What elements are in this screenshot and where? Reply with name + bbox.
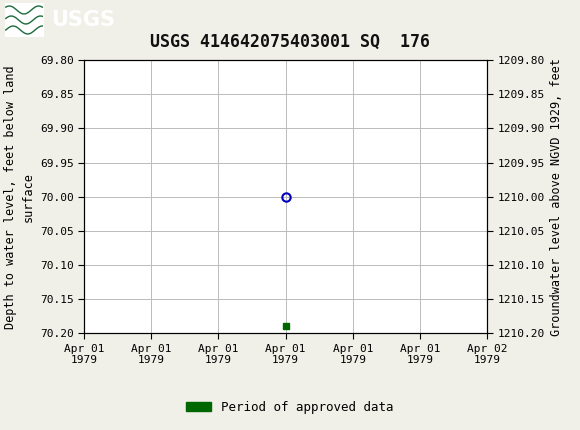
FancyBboxPatch shape [5, 3, 44, 37]
Text: USGS 414642075403001 SQ  176: USGS 414642075403001 SQ 176 [150, 32, 430, 50]
Y-axis label: Groundwater level above NGVD 1929, feet: Groundwater level above NGVD 1929, feet [550, 58, 563, 336]
Y-axis label: Depth to water level, feet below land
surface: Depth to water level, feet below land su… [5, 65, 34, 329]
Text: USGS: USGS [51, 10, 115, 30]
Legend: Period of approved data: Period of approved data [181, 396, 399, 418]
